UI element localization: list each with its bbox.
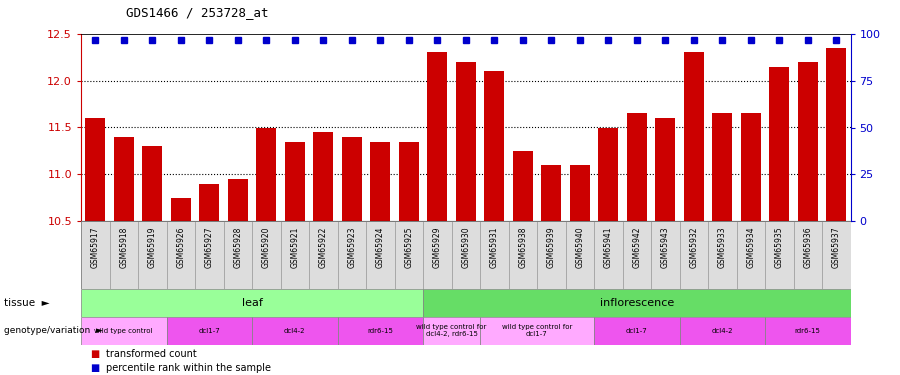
Bar	[541, 165, 562, 221]
Text: GSM65940: GSM65940	[575, 226, 584, 268]
Text: GSM65939: GSM65939	[547, 226, 556, 268]
Text: genotype/variation  ►: genotype/variation ►	[4, 326, 104, 335]
Text: leaf: leaf	[241, 298, 263, 308]
Bar	[684, 53, 704, 221]
Text: GSM65921: GSM65921	[290, 226, 299, 268]
Text: GSM65925: GSM65925	[404, 226, 413, 268]
Bar	[199, 184, 220, 221]
Bar	[797, 62, 818, 221]
Bar	[256, 128, 276, 221]
Bar	[370, 142, 391, 221]
Text: transformed count: transformed count	[106, 350, 197, 359]
Text: GSM65930: GSM65930	[461, 226, 470, 268]
Bar	[570, 165, 590, 221]
Text: GSM65924: GSM65924	[376, 226, 385, 268]
Text: GSM65936: GSM65936	[803, 226, 812, 268]
Text: dcl1-7: dcl1-7	[626, 328, 648, 334]
Text: rdr6-15: rdr6-15	[367, 328, 393, 334]
Bar	[655, 118, 675, 221]
Bar	[484, 71, 504, 221]
Bar	[228, 179, 248, 221]
Text: wild type control: wild type control	[94, 328, 153, 334]
Bar	[423, 289, 850, 317]
Text: wild type control for
dcl4-2, rdr6-15: wild type control for dcl4-2, rdr6-15	[417, 324, 487, 338]
Bar	[86, 118, 105, 221]
Text: GSM65938: GSM65938	[518, 226, 527, 268]
Bar	[770, 67, 789, 221]
Bar	[712, 113, 733, 221]
Text: GSM65942: GSM65942	[632, 226, 641, 268]
Bar	[342, 137, 362, 221]
Text: GSM65917: GSM65917	[91, 226, 100, 268]
Bar	[598, 128, 618, 221]
Bar	[765, 317, 850, 345]
Bar	[166, 317, 252, 345]
Text: GSM65932: GSM65932	[689, 226, 698, 268]
Bar	[680, 317, 765, 345]
Text: percentile rank within the sample: percentile rank within the sample	[106, 363, 271, 373]
Bar	[594, 317, 680, 345]
Bar	[81, 289, 423, 317]
Text: inflorescence: inflorescence	[599, 298, 674, 308]
Bar	[428, 53, 447, 221]
Text: GSM65923: GSM65923	[347, 226, 356, 268]
Text: GSM65927: GSM65927	[205, 226, 214, 268]
Bar	[113, 137, 134, 221]
Text: tissue  ►: tissue ►	[4, 298, 50, 308]
Text: dcl4-2: dcl4-2	[284, 328, 305, 334]
Text: dcl4-2: dcl4-2	[712, 328, 733, 334]
Bar	[626, 113, 647, 221]
Text: GSM65933: GSM65933	[718, 226, 727, 268]
Text: GSM65920: GSM65920	[262, 226, 271, 268]
Text: ■: ■	[90, 363, 99, 373]
Text: rdr6-15: rdr6-15	[795, 328, 821, 334]
Text: GSM65937: GSM65937	[832, 226, 841, 268]
Text: ■: ■	[90, 350, 99, 359]
Bar	[423, 317, 480, 345]
Text: GSM65931: GSM65931	[490, 226, 499, 268]
Bar	[480, 317, 594, 345]
Bar	[399, 142, 418, 221]
Text: GDS1466 / 253728_at: GDS1466 / 253728_at	[126, 6, 268, 19]
Text: GSM65929: GSM65929	[433, 226, 442, 268]
Bar	[142, 146, 162, 221]
Bar	[455, 62, 476, 221]
Bar	[826, 48, 846, 221]
Text: GSM65918: GSM65918	[119, 226, 128, 268]
Text: GSM65926: GSM65926	[176, 226, 185, 268]
Bar	[252, 317, 338, 345]
Bar	[513, 151, 533, 221]
Bar	[171, 198, 191, 221]
Text: GSM65941: GSM65941	[604, 226, 613, 268]
Bar	[741, 113, 760, 221]
Text: GSM65934: GSM65934	[746, 226, 755, 268]
Bar	[284, 142, 305, 221]
Text: GSM65928: GSM65928	[233, 226, 242, 268]
Text: GSM65922: GSM65922	[319, 226, 328, 268]
Text: GSM65919: GSM65919	[148, 226, 157, 268]
Text: wild type control for
dcl1-7: wild type control for dcl1-7	[502, 324, 572, 338]
Bar	[313, 132, 333, 221]
Text: GSM65935: GSM65935	[775, 226, 784, 268]
Text: GSM65943: GSM65943	[661, 226, 670, 268]
Bar	[81, 317, 166, 345]
Bar	[338, 317, 423, 345]
Text: dcl1-7: dcl1-7	[198, 328, 220, 334]
